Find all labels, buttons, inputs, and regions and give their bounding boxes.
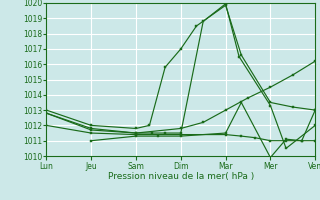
X-axis label: Pression niveau de la mer( hPa ): Pression niveau de la mer( hPa ): [108, 172, 254, 181]
